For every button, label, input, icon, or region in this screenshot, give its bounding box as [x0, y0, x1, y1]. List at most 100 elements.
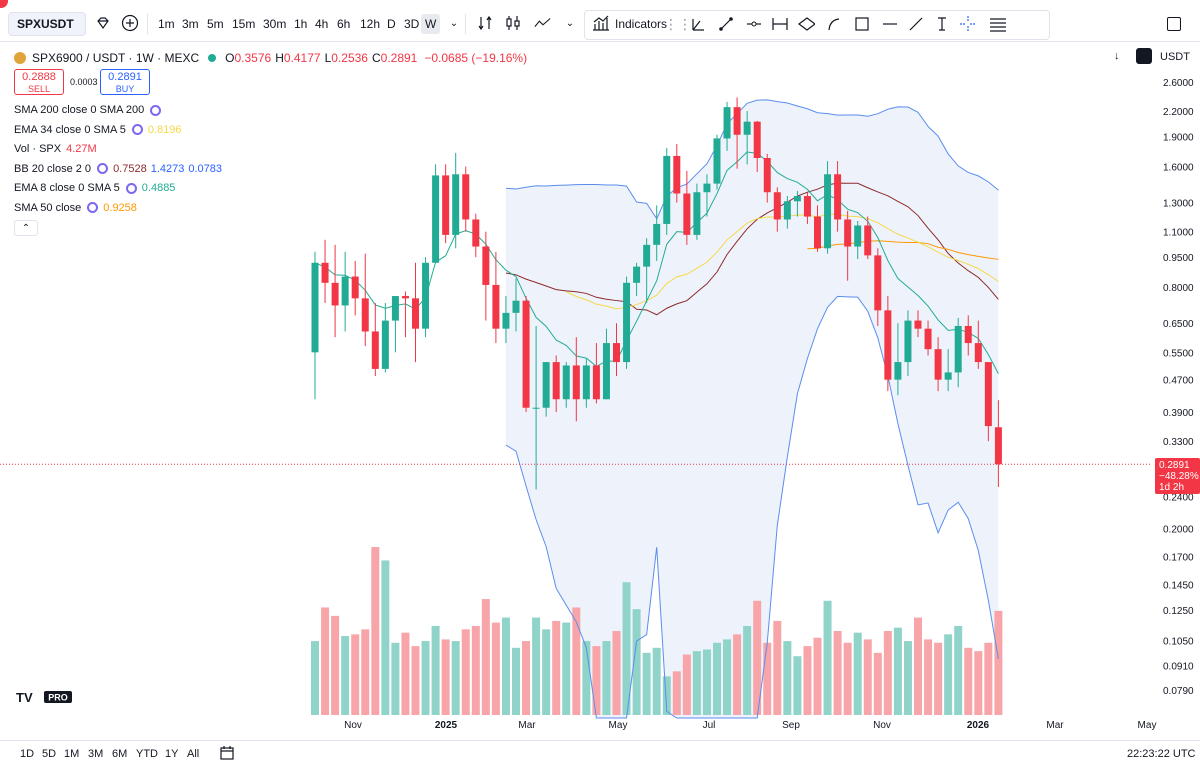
volume-bar [773, 620, 782, 715]
date-range-icon[interactable] [771, 15, 789, 33]
timeframe-15m[interactable]: 15m [232, 17, 256, 31]
ray-icon[interactable] [907, 15, 925, 33]
indicator-row[interactable]: SMA 200 close 0 SMA 200 [14, 102, 166, 118]
volume-bar [642, 652, 651, 715]
timeframe-d[interactable]: D [387, 17, 396, 31]
trend-angle-icon[interactable] [689, 15, 707, 33]
candle [562, 362, 570, 408]
clock[interactable]: 22:23:22 UTC [1127, 748, 1196, 760]
timeframe-30m[interactable]: 30m [263, 17, 287, 31]
price-tick-label: 0.1050 [1163, 636, 1194, 647]
diamond-icon[interactable] [94, 14, 112, 32]
candle [321, 239, 329, 304]
collapse-legend-button[interactable]: ⌃ [14, 220, 38, 236]
range-5d[interactable]: 5D [42, 748, 57, 760]
drag-handle-icon[interactable]: ⋮⋮ [664, 15, 692, 32]
line-chart-icon[interactable] [534, 14, 552, 32]
range-ytd[interactable]: YTD [136, 748, 158, 760]
go-to-date-icon[interactable] [218, 744, 236, 762]
volume-bar [461, 629, 470, 715]
indicators-button[interactable]: Indicators [615, 17, 668, 31]
ellipse-icon[interactable] [797, 15, 815, 33]
currency-icon[interactable] [1136, 48, 1152, 64]
volume-bar [582, 641, 591, 715]
volume-bar [441, 639, 450, 715]
currency-label[interactable]: USDT [1160, 51, 1190, 63]
trendline-icon[interactable] [717, 15, 735, 33]
range-6m[interactable]: 6M [112, 748, 128, 760]
arrow-down-icon[interactable]: ↓ [1114, 50, 1120, 62]
spread-value: 0.0003 [70, 77, 98, 87]
volume-bar [793, 656, 802, 715]
timeframe-5m[interactable]: 5m [207, 17, 224, 31]
range-1y[interactable]: 1Y [165, 748, 179, 760]
volume-bar [833, 631, 842, 715]
layout-icon[interactable] [1167, 17, 1181, 31]
candle-body [522, 300, 530, 408]
volume-bar [733, 634, 742, 715]
candle-body [321, 262, 329, 283]
chevron-down-icon[interactable]: ⌄ [565, 17, 575, 29]
timeframe-1m[interactable]: 1m [158, 17, 175, 31]
sell-button[interactable]: 0.2888 SELL [14, 69, 64, 95]
range-1m[interactable]: 1M [64, 748, 80, 760]
ohlc-label-o: O [225, 51, 235, 65]
symbol-search-button[interactable]: SPXUSDT [8, 12, 86, 36]
range-3m[interactable]: 3M [88, 748, 104, 760]
buy-button[interactable]: 0.2891 BUY [100, 69, 150, 95]
crosshair-icon[interactable] [959, 15, 977, 33]
indicator-value: 0.7528 [113, 162, 147, 175]
candle [482, 231, 490, 321]
indicator-row[interactable]: BB 20 close 2 0 0.7528 1.4273 0.0783 [14, 161, 226, 177]
indicator-row[interactable]: EMA 34 close 0 SMA 5 0.8196 [14, 122, 186, 138]
timeframe-3m[interactable]: 3m [182, 17, 199, 31]
candle [361, 253, 369, 347]
time-tick-label: Sep [782, 720, 800, 731]
volume-bar [321, 607, 330, 715]
volume-bar [934, 642, 943, 715]
ohlc-label-l: L [324, 51, 332, 65]
indicator-settings-icon[interactable] [150, 104, 162, 116]
indicator-settings-icon[interactable] [97, 163, 109, 174]
candle [894, 323, 902, 396]
menu-icon[interactable] [989, 15, 1007, 33]
indicator-row[interactable]: EMA 8 close 0 SMA 5 0.4885 [14, 180, 179, 196]
curve-icon[interactable] [825, 15, 843, 33]
indicator-row[interactable]: SMA 50 close 0.9258 [14, 200, 141, 216]
candle-body [512, 300, 520, 313]
add-symbol-icon[interactable] [121, 14, 139, 32]
timeframe-w[interactable]: W [421, 14, 441, 34]
candle [391, 296, 399, 353]
range-1d[interactable]: 1D [20, 748, 35, 760]
price-tick-label: 0.2000 [1163, 524, 1194, 535]
chevron-down-icon[interactable]: ⌄ [449, 17, 459, 29]
candle-body [602, 343, 610, 400]
timeframe-6h[interactable]: 6h [337, 17, 351, 31]
volume-bar [662, 676, 671, 715]
timeframe-1h[interactable]: 1h [294, 17, 308, 31]
pro-badge: PRO [48, 693, 68, 703]
candle-body [653, 223, 661, 245]
horizontal-line-icon[interactable] [881, 15, 899, 33]
indicators-icon[interactable] [592, 14, 610, 32]
rectangle-icon[interactable] [853, 15, 871, 33]
horizontal-ray-icon[interactable] [745, 15, 763, 33]
symbol-title[interactable]: SPX6900 / USDT · 1W · MEXC [32, 51, 200, 65]
candle [512, 278, 520, 332]
timeframe-4h[interactable]: 4h [315, 17, 329, 31]
price-tick-label: 0.3900 [1163, 408, 1194, 419]
timeframe-12h[interactable]: 12h [360, 17, 381, 31]
indicator-settings-icon[interactable] [125, 182, 137, 194]
tradingview-logo[interactable]: TV PRO [16, 690, 74, 705]
text-cursor-icon[interactable] [933, 15, 951, 33]
price-tick-label: 2.2000 [1163, 107, 1194, 118]
range-all[interactable]: All [187, 748, 200, 760]
compare-icon[interactable] [476, 14, 494, 32]
indicator-row[interactable]: Vol · SPX 4.27M [14, 141, 101, 157]
timeframe-3d[interactable]: 3D [404, 17, 420, 31]
bb-lower-line [505, 295, 999, 719]
candles-icon[interactable] [504, 14, 522, 32]
indicator-settings-icon[interactable] [131, 124, 143, 135]
indicator-settings-icon[interactable] [87, 202, 99, 213]
